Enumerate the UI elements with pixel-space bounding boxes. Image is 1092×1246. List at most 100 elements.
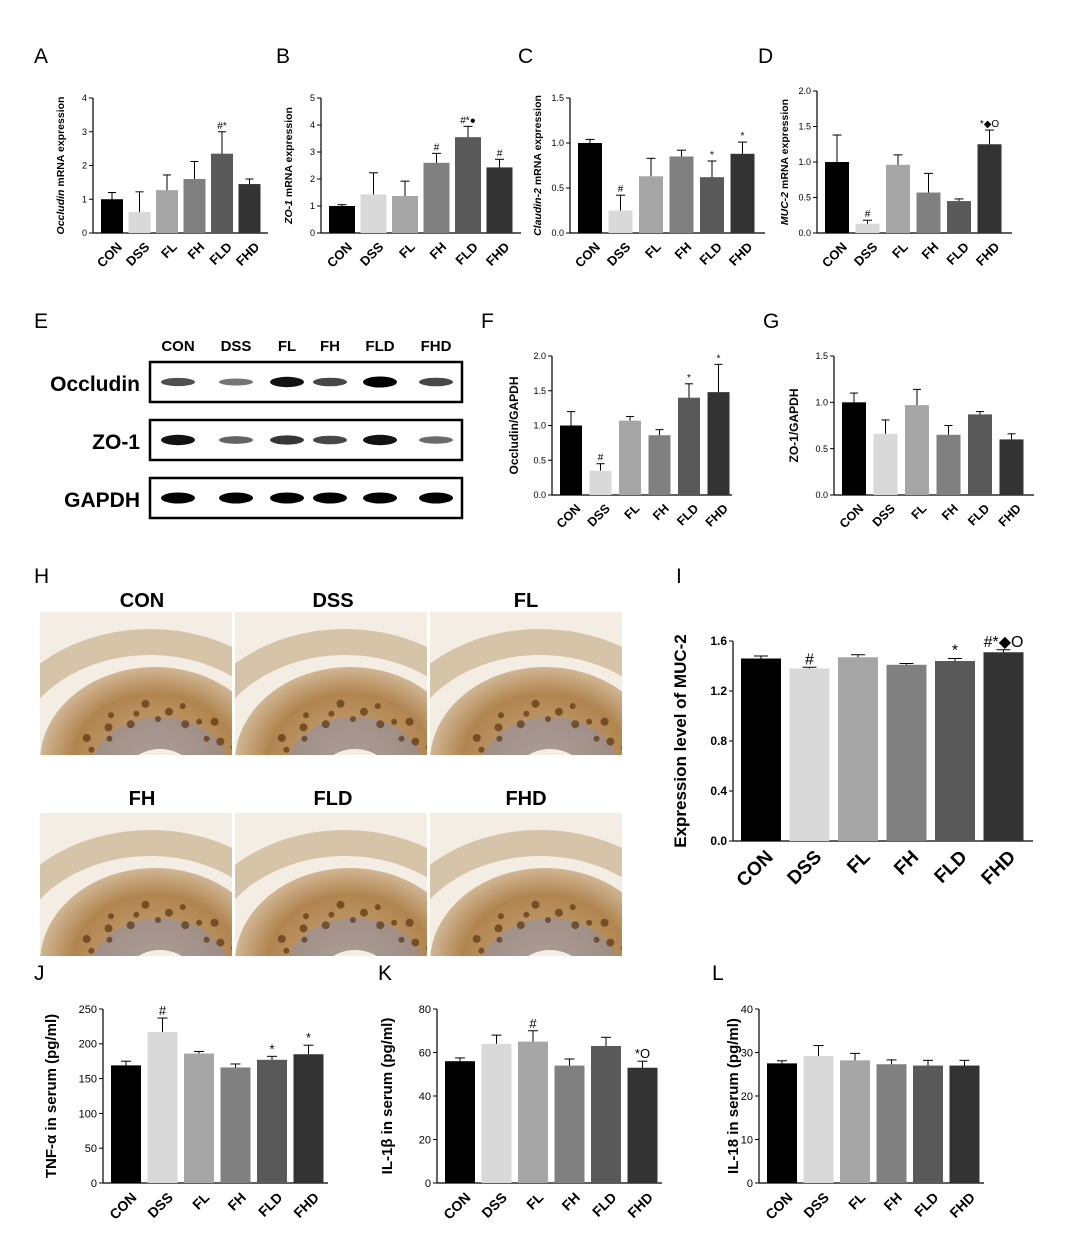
stained-cell — [293, 980, 299, 986]
western-blot-panel: E CON DSS FL FH FLD FHD Occludin ZO-1 GAPDH — [34, 310, 464, 520]
stained-cell — [411, 737, 420, 746]
stained-cell — [196, 718, 203, 725]
stained-cell — [497, 712, 504, 719]
stained-cell — [603, 956, 611, 964]
y-tick-label: 100 — [79, 1108, 97, 1120]
stained-cell — [545, 917, 551, 923]
category-label: FH — [650, 501, 672, 523]
stained-cell — [293, 779, 299, 785]
stained-cell — [301, 936, 308, 943]
bar-FLD — [211, 153, 233, 233]
stained-cell — [277, 934, 286, 943]
category-label: FL — [845, 1189, 869, 1213]
category-label: FLD — [452, 239, 480, 267]
stained-cell — [391, 998, 399, 1006]
y-axis-label-text: mRNA expression — [55, 97, 67, 190]
stained-cell — [472, 733, 481, 742]
y-tick-label: 1 — [82, 194, 87, 204]
significance-label: *O — [635, 1046, 650, 1061]
bar-DSS — [789, 668, 830, 841]
category-label: FLD — [931, 847, 972, 888]
y-tick-label: 0 — [82, 228, 87, 238]
y-tick-label: 1.6 — [710, 634, 727, 648]
y-tick-label: 0.4 — [710, 784, 727, 798]
y-tick-label: 250 — [79, 1004, 97, 1016]
stained-cell — [478, 746, 485, 753]
stained-cell — [280, 772, 288, 780]
category-label: FH — [890, 847, 923, 880]
y-axis-label-italic: ZO-1 — [283, 200, 295, 225]
bar-FL — [639, 176, 663, 233]
category-label: DSS — [357, 239, 387, 269]
y-axis-label-text: mRNA expression — [283, 107, 295, 200]
category-label: FHD — [996, 501, 1024, 529]
stained-cell — [586, 797, 594, 805]
stained-cell — [602, 980, 608, 986]
category-label: DSS — [478, 1189, 510, 1221]
category-label: DSS — [604, 239, 634, 269]
lumen — [138, 950, 182, 956]
significance-label: #* — [217, 121, 227, 132]
stained-cell — [359, 707, 368, 716]
category-label: FH — [919, 239, 942, 262]
y-axis-label-text: mRNA expression — [779, 99, 791, 192]
lane-label-DSS: DSS — [221, 338, 252, 355]
y-axis-label: ZO-1 mRNA expression — [283, 107, 295, 225]
stained-cell — [95, 755, 103, 763]
histology-image-DSS — [235, 612, 427, 808]
bar-FHD — [730, 153, 755, 233]
stained-cell — [75, 764, 81, 770]
category-label: CON — [440, 1189, 473, 1222]
chart-K: K 0 20 40 60 80 IL-1β in serum (pg/ml) CON DSS # F… — [378, 962, 662, 1222]
bar-FL — [886, 164, 910, 233]
bar-DSS — [128, 212, 151, 233]
stained-cell — [593, 735, 600, 742]
stained-cell — [88, 746, 95, 753]
stained-cell — [415, 802, 421, 808]
bar-FHD — [983, 652, 1024, 841]
y-tick-label: 0 — [425, 1178, 431, 1190]
stained-cell — [196, 797, 204, 805]
stained-cell — [213, 755, 221, 763]
panel-letter-J: J — [34, 962, 45, 985]
stained-cell — [408, 956, 416, 964]
stained-cell — [106, 936, 113, 943]
y-axis-label: IL-1β in serum (pg/ml) — [379, 1018, 396, 1175]
stained-cell — [488, 779, 494, 785]
y-axis-label: MUC-2 mRNA expression — [779, 99, 791, 225]
stained-cell — [494, 723, 503, 732]
blot-band — [219, 436, 253, 444]
stained-cell — [531, 699, 540, 708]
bar-FLD — [700, 177, 724, 233]
category-label: FHD — [978, 847, 1020, 889]
y-tick-label: 1.0 — [551, 138, 564, 148]
category-label: FL — [523, 1189, 547, 1213]
bar-FL — [840, 1060, 870, 1183]
stained-cell — [155, 716, 161, 722]
stained-cell — [231, 745, 232, 750]
category-label: FLD — [911, 1189, 942, 1220]
bar-FLD — [935, 661, 975, 841]
histology-title: FHD — [505, 788, 546, 810]
bar-CON — [111, 1065, 141, 1183]
stained-cell — [497, 913, 504, 920]
stained-cell — [586, 998, 594, 1006]
category-label: DSS — [870, 501, 898, 529]
histology-title: DSS — [312, 590, 353, 612]
stained-cell — [606, 938, 615, 947]
histology-image-FHD — [430, 813, 622, 1006]
significance-label: # — [497, 148, 503, 159]
bar-CON — [445, 1061, 475, 1183]
y-tick-label: 20 — [741, 1091, 753, 1103]
stained-cell — [302, 712, 309, 719]
category-label: CON — [837, 501, 867, 531]
y-tick-label: 1.5 — [551, 93, 564, 103]
stained-cell — [359, 908, 368, 917]
stained-cell — [302, 913, 309, 920]
bar-FH — [423, 162, 450, 233]
significance-label: * — [741, 131, 745, 142]
stained-cell — [216, 989, 224, 997]
y-tick-label: 2.0 — [533, 351, 546, 361]
bar-FL — [156, 190, 178, 233]
